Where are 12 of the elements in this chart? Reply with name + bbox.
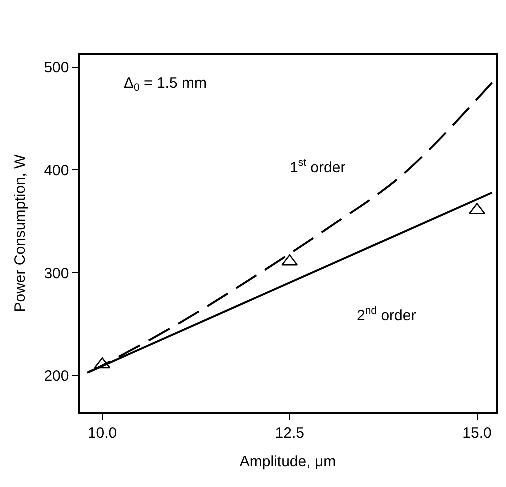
y-tick-label: 400 [44,162,70,180]
y-axis-title: Power Consumption, W [12,154,29,312]
annotation: 2$^{nd}$ order [357,305,416,324]
y-tick-label: 300 [44,265,70,282]
x-tick-label: 12.5 [275,424,304,442]
x-tick-label: 10.0 [88,424,118,442]
x-tick-label: 15.0 [462,424,492,442]
y-tick-label: 500 [44,60,70,77]
annotation: Δ$_{0}$ = 1.5 mm [124,75,207,94]
x-axis-title: Amplitude, μm [240,453,336,470]
annotation: 1$^{st}$ order [290,157,346,176]
y-tick-label: 200 [44,368,70,386]
